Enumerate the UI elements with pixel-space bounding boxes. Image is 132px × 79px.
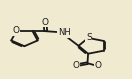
Text: O: O [72, 61, 79, 70]
Text: O: O [95, 61, 102, 70]
Text: S: S [86, 33, 92, 42]
Text: NH: NH [58, 28, 70, 37]
Text: O: O [42, 18, 49, 27]
Text: O: O [12, 26, 19, 35]
